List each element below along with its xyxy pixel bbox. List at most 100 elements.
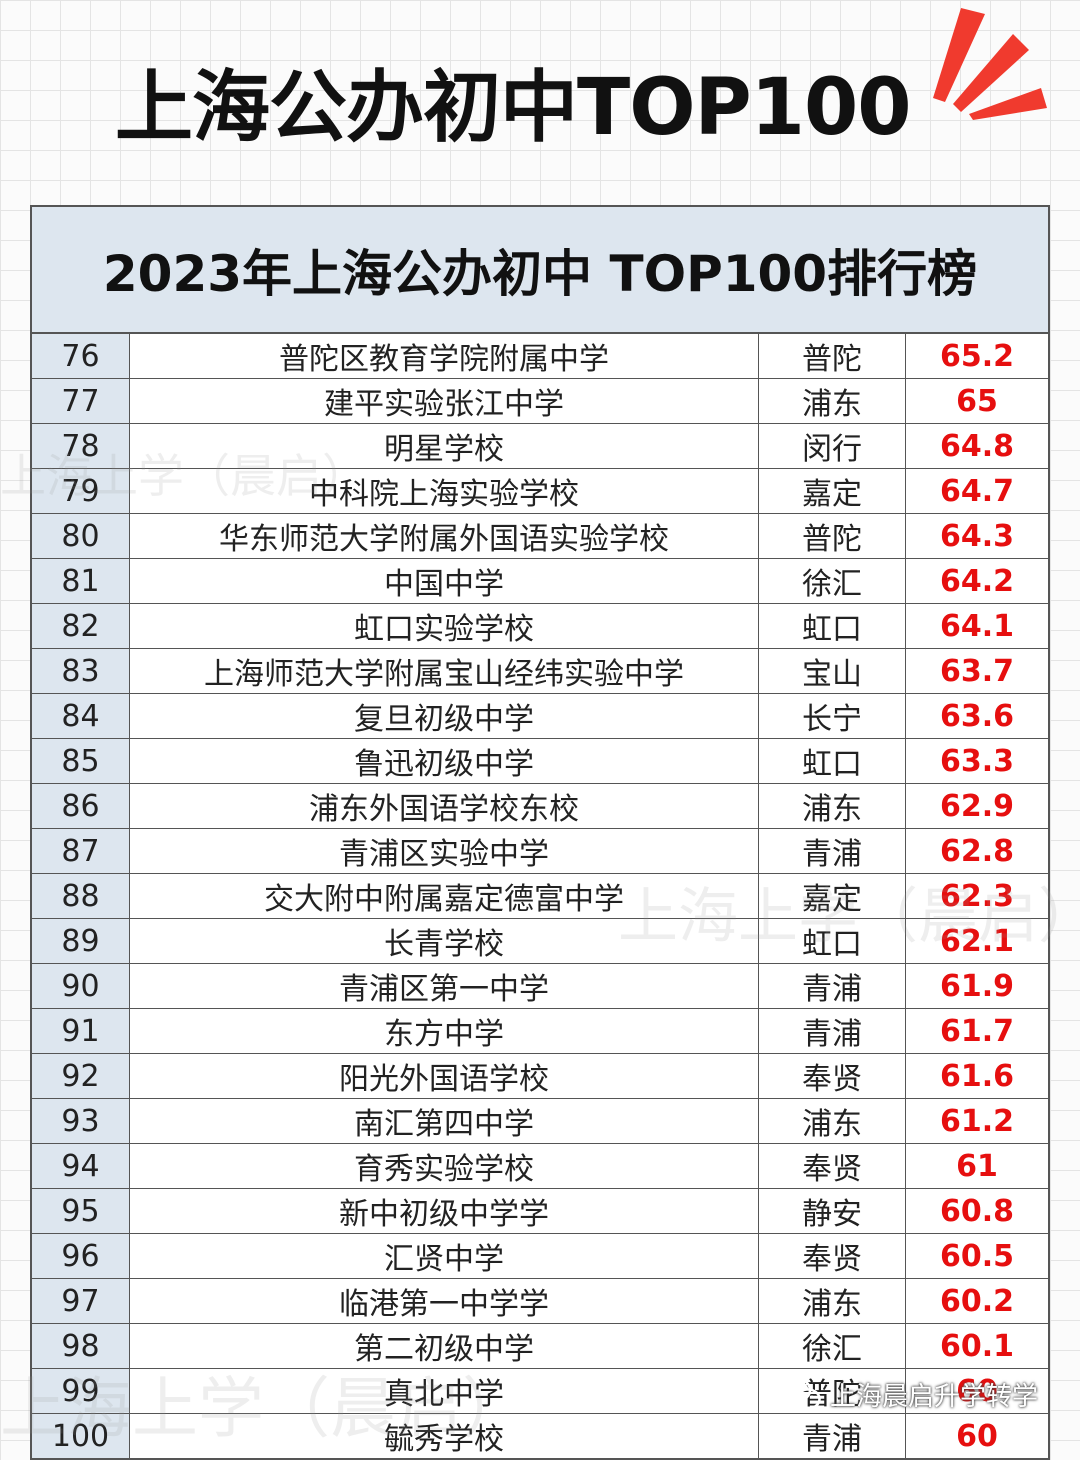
rank-cell: 81	[32, 558, 130, 604]
score-cell: 61.9	[905, 963, 1048, 1009]
district-cell: 浦东	[758, 1278, 906, 1324]
score-cell: 63.7	[905, 648, 1048, 694]
school-name-cell: 明星学校	[129, 423, 759, 469]
rank-cell: 77	[32, 378, 130, 424]
score-cell: 60	[905, 1368, 1048, 1414]
school-name-cell: 华东师范大学附属外国语实验学校	[129, 513, 759, 559]
table-row: 95 新中初级中学学 静安 60.8	[32, 1188, 1048, 1234]
rank-cell: 79	[32, 468, 130, 514]
table-row: 86 浦东外国语学校东校 浦东 62.9	[32, 783, 1048, 829]
score-cell: 60.1	[905, 1323, 1048, 1369]
school-name-cell: 毓秀学校	[129, 1413, 759, 1458]
score-cell: 62.1	[905, 918, 1048, 964]
district-cell: 浦东	[758, 783, 906, 829]
school-name-cell: 中国中学	[129, 558, 759, 604]
score-cell: 62.9	[905, 783, 1048, 829]
score-cell: 62.3	[905, 873, 1048, 919]
table-row: 96 汇贤中学 奉贤 60.5	[32, 1233, 1048, 1279]
rank-cell: 100	[32, 1413, 130, 1458]
score-cell: 64.7	[905, 468, 1048, 514]
district-cell: 浦东	[758, 1098, 906, 1144]
district-cell: 奉贤	[758, 1143, 906, 1189]
table-row: 94 育秀实验学校 奉贤 61	[32, 1143, 1048, 1189]
rank-cell: 87	[32, 828, 130, 874]
district-cell: 普陀	[758, 513, 906, 559]
score-cell: 63.6	[905, 693, 1048, 739]
school-name-cell: 复旦初级中学	[129, 693, 759, 739]
district-cell: 虹口	[758, 918, 906, 964]
district-cell: 闵行	[758, 423, 906, 469]
score-cell: 65.2	[905, 334, 1048, 379]
school-name-cell: 新中初级中学学	[129, 1188, 759, 1234]
burst-accent-icon	[933, 8, 1047, 120]
score-cell: 61.7	[905, 1008, 1048, 1054]
district-cell: 徐汇	[758, 558, 906, 604]
rank-cell: 91	[32, 1008, 130, 1054]
district-cell: 普陀	[758, 334, 906, 379]
school-name-cell: 普陀区教育学院附属中学	[129, 334, 759, 379]
table-row: 83 上海师范大学附属宝山经纬实验中学 宝山 63.7	[32, 648, 1048, 694]
rank-cell: 76	[32, 334, 130, 379]
district-cell: 青浦	[758, 828, 906, 874]
rank-cell: 89	[32, 918, 130, 964]
rank-cell: 78	[32, 423, 130, 469]
score-cell: 60	[956, 1418, 998, 1454]
district-cell: 奉贤	[758, 1233, 906, 1279]
rank-cell: 82	[32, 603, 130, 649]
school-name-cell: 阳光外国语学校	[129, 1053, 759, 1099]
rank-cell: 97	[32, 1278, 130, 1324]
district-cell: 静安	[758, 1188, 906, 1234]
district-cell: 虹口	[758, 738, 906, 784]
school-name-cell: 上海师范大学附属宝山经纬实验中学	[129, 648, 759, 694]
score-cell: 64.2	[905, 558, 1048, 604]
table-row: 87 青浦区实验中学 青浦 62.8	[32, 828, 1048, 874]
district-cell: 嘉定	[758, 873, 906, 919]
district-cell: 青浦	[758, 1413, 906, 1458]
district-cell: 奉贤	[758, 1053, 906, 1099]
district-cell: 嘉定	[758, 468, 906, 514]
table-row: 77 建平实验张江中学 浦东 65	[32, 378, 1048, 424]
school-name-cell: 汇贤中学	[129, 1233, 759, 1279]
district-cell: 虹口	[758, 603, 906, 649]
school-name-cell: 临港第一中学学	[129, 1278, 759, 1324]
school-name-cell: 中科院上海实验学校	[129, 468, 759, 514]
score-cell: 60.8	[905, 1188, 1048, 1234]
score-cell: 60.2	[905, 1278, 1048, 1324]
brand-label: 上海晨启升学转学	[830, 1381, 1039, 1412]
ranking-table: 2023年上海公办初中 TOP100排行榜 76 普陀区教育学院附属中学 普陀 65.…	[30, 205, 1050, 1460]
table-row: 92 阳光外国语学校 奉贤 61.6	[32, 1053, 1048, 1099]
school-name-cell: 真北中学	[129, 1368, 759, 1414]
score-cell: 64.8	[905, 423, 1048, 469]
school-name-cell: 青浦区实验中学	[129, 828, 759, 874]
table-row: 99 真北中学 普陀 60	[32, 1368, 1048, 1414]
score-cell: 62.8	[905, 828, 1048, 874]
rank-cell: 99	[32, 1368, 130, 1414]
district-cell: 徐汇	[758, 1323, 906, 1369]
score-cell: 64.1	[905, 603, 1048, 649]
table-row: 98 第二初级中学 徐汇 60.1	[32, 1323, 1048, 1369]
table-row: 100 毓秀学校 青浦 60	[32, 1413, 1048, 1458]
table-row: 81 中国中学 徐汇 64.2	[32, 558, 1048, 604]
district-cell: 长宁	[758, 693, 906, 739]
rank-cell: 80	[32, 513, 130, 559]
score-cell: 63.3	[905, 738, 1048, 784]
brand-signature: 上海晨启升学转学	[780, 1372, 1038, 1416]
table-row: 93 南汇第四中学 浦东 61.2	[32, 1098, 1048, 1144]
rank-cell: 93	[32, 1098, 130, 1144]
school-name-cell: 浦东外国语学校东校	[129, 783, 759, 829]
school-name-cell: 南汇第四中学	[129, 1098, 759, 1144]
table-row: 82 虹口实验学校 虹口 64.1	[32, 603, 1048, 649]
school-name-cell: 鲁迅初级中学	[129, 738, 759, 784]
table-row: 85 鲁迅初级中学 虹口 63.3	[32, 738, 1048, 784]
school-name-cell: 长青学校	[129, 918, 759, 964]
district-cell: 青浦	[758, 1008, 906, 1054]
rank-cell: 83	[32, 648, 130, 694]
rank-cell: 92	[32, 1053, 130, 1099]
rank-cell: 86	[32, 783, 130, 829]
school-name-cell: 建平实验张江中学	[129, 378, 759, 424]
wechat-icon	[780, 1377, 821, 1410]
table-row: 80 华东师范大学附属外国语实验学校 普陀 64.3	[32, 513, 1048, 559]
score-cell: 61.2	[905, 1098, 1048, 1144]
school-name-cell: 交大附中附属嘉定德富中学	[129, 873, 759, 919]
score-cell: 61	[905, 1143, 1048, 1189]
